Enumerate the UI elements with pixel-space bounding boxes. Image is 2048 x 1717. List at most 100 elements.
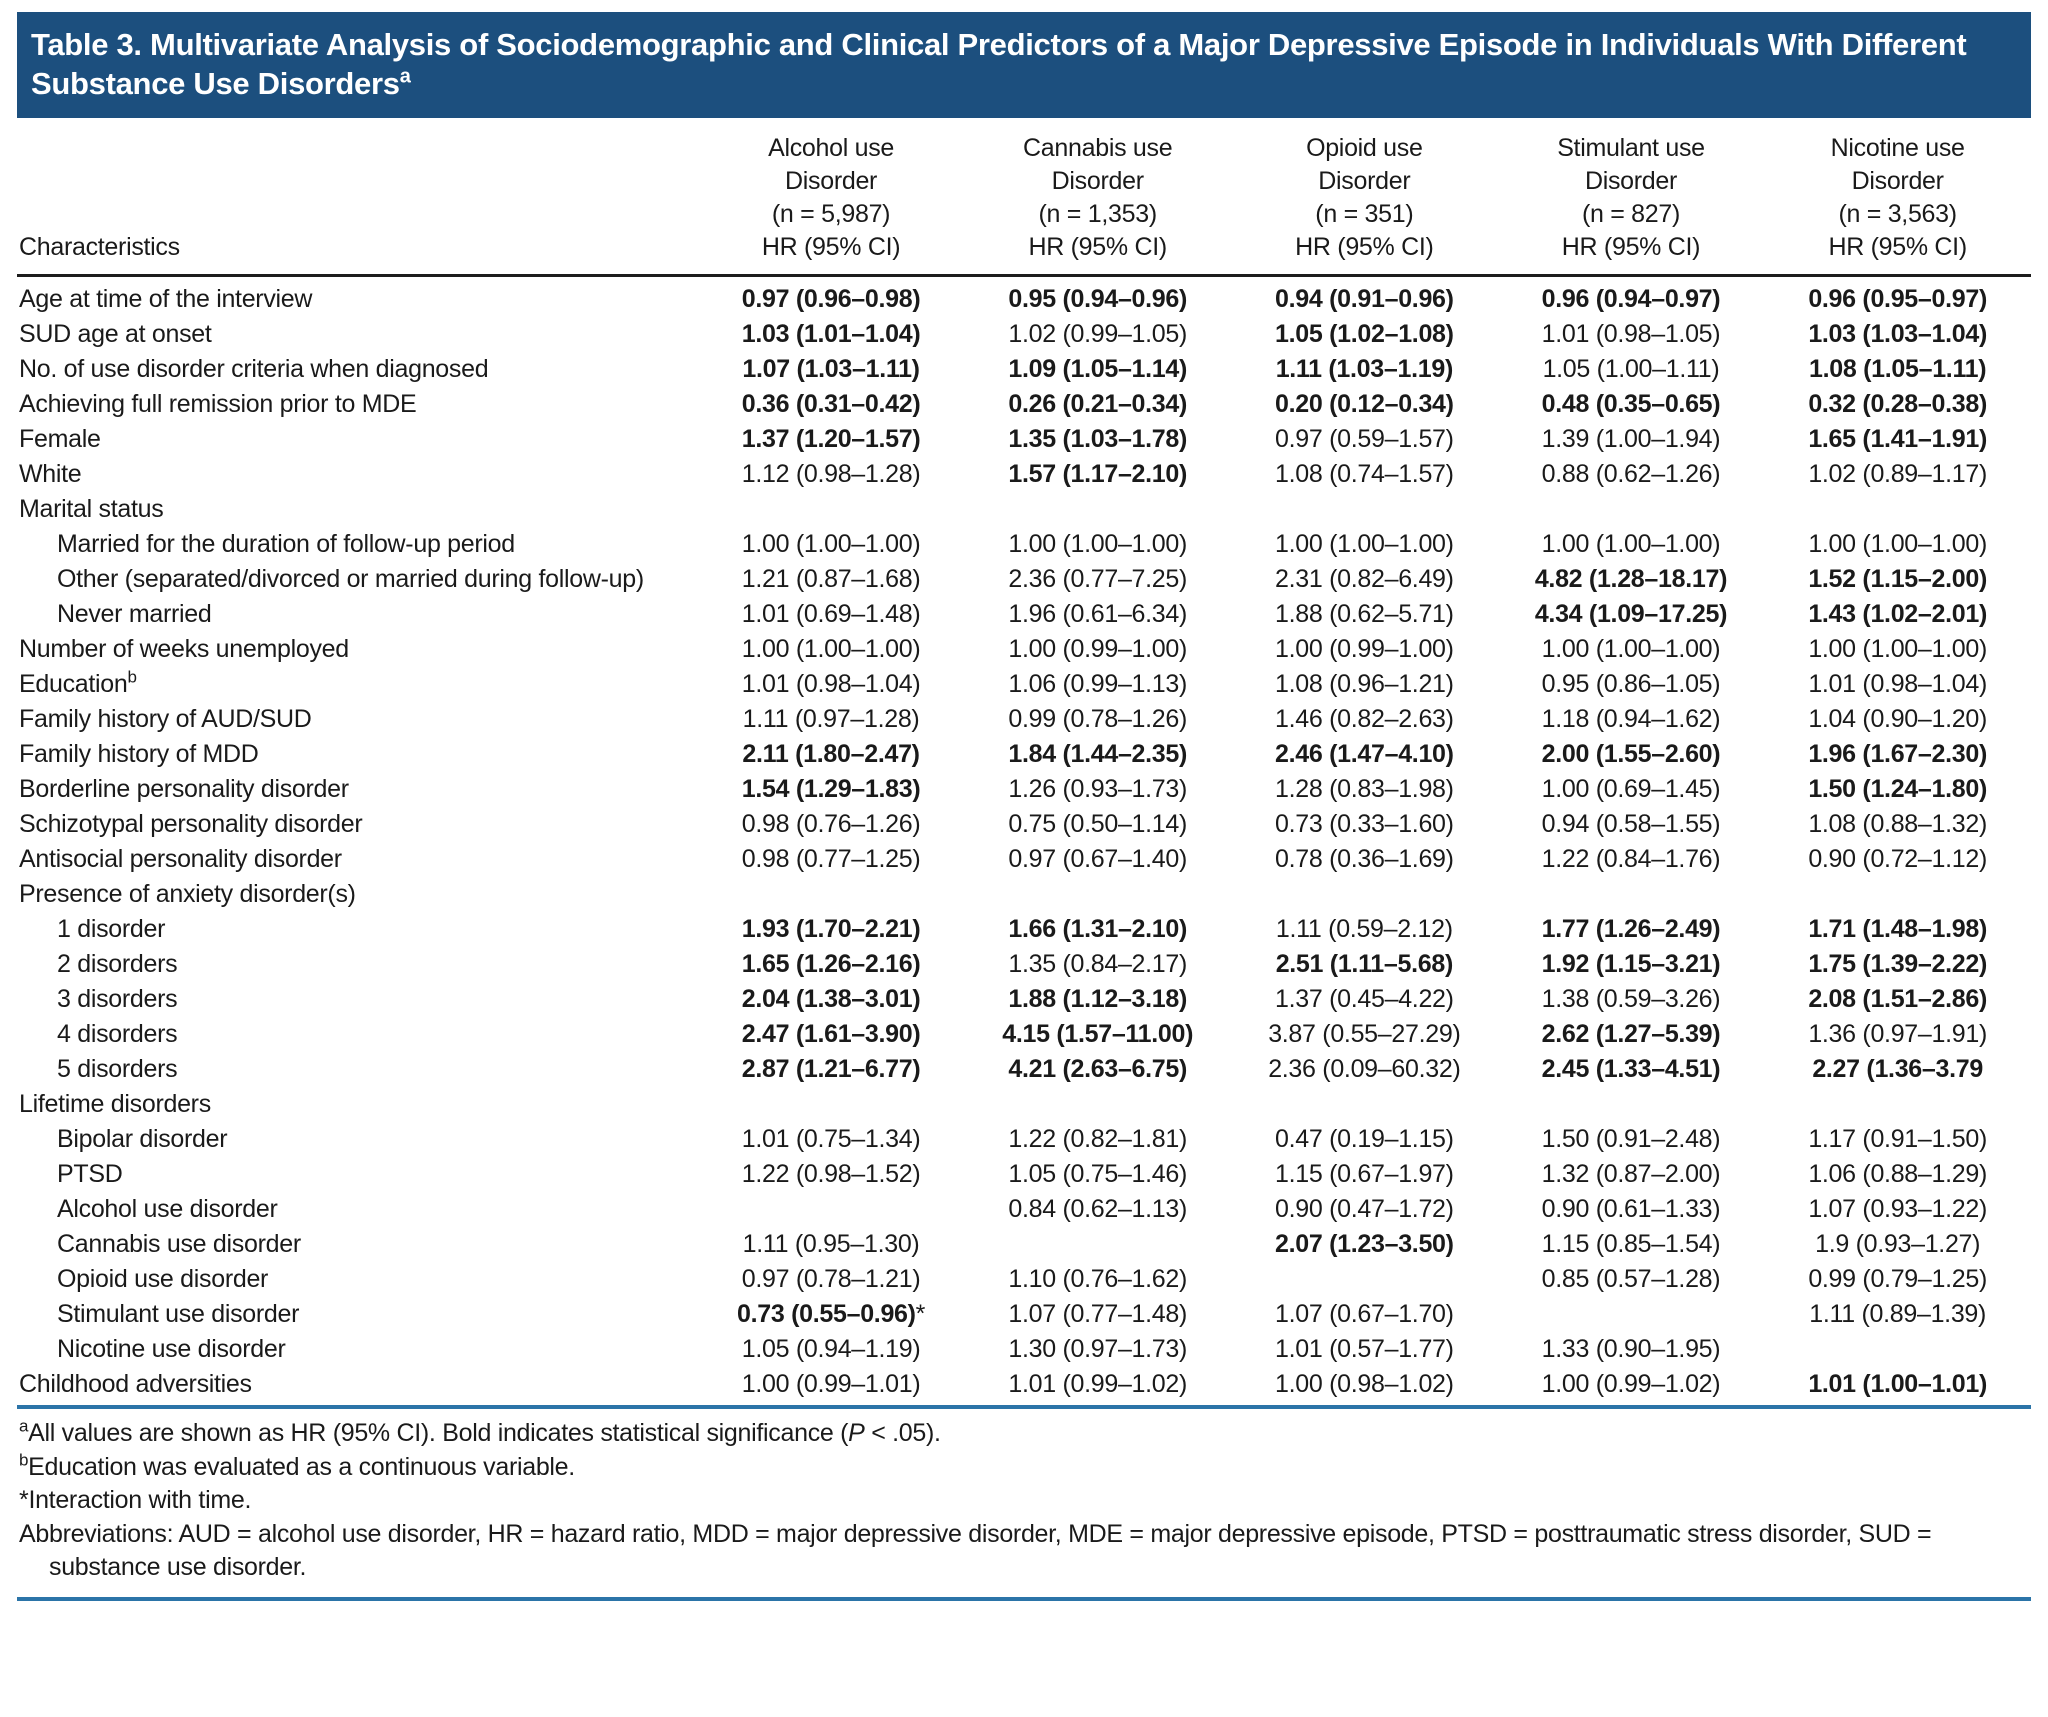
table-title-bar: Table 3. Multivariate Analysis of Sociod… bbox=[17, 12, 2031, 118]
row-label: Other (separated/divorced or married dur… bbox=[57, 565, 644, 593]
hr-ci-cell: 0.47 (0.19–1.15) bbox=[1275, 1125, 1454, 1153]
hr-ci-cell: 0.96 (0.94–0.97) bbox=[1541, 285, 1721, 313]
table-row: Never married 1.01 (0.69–1.48) 1.96 (0.61–… bbox=[17, 597, 2031, 632]
hr-ci-cell: 1.08 (0.96–1.21) bbox=[1275, 670, 1454, 698]
hr-ci-cell: 1.35 (1.03–1.78) bbox=[1008, 425, 1188, 453]
hr-ci-cell: 2.46 (1.47–4.10) bbox=[1275, 740, 1454, 768]
row-label: 5 disorders bbox=[57, 1055, 178, 1083]
hr-ci-cell: 1.54 (1.29–1.83) bbox=[741, 775, 921, 803]
row-label: 1 disorder bbox=[57, 915, 166, 943]
hr-ci-cell: 0.36 (0.31–0.42) bbox=[741, 390, 921, 418]
table-title-footnote-marker: a bbox=[399, 65, 411, 88]
hr-ci-cell: 1.01 (0.98–1.05) bbox=[1541, 320, 1721, 348]
row-label: No. of use disorder criteria when diagno… bbox=[19, 355, 489, 383]
hr-ci-cell: 1.22 (0.84–1.76) bbox=[1541, 845, 1721, 873]
hr-ci-cell: 0.99 (0.79–1.25) bbox=[1808, 1265, 1987, 1293]
row-label: PTSD bbox=[57, 1160, 123, 1188]
hr-ci-cell: 2.07 (1.23–3.50) bbox=[1275, 1230, 1454, 1258]
hr-ci-cell: 1.15 (0.85–1.54) bbox=[1541, 1230, 1721, 1258]
hr-ci-cell: 1.06 (0.99–1.13) bbox=[1008, 670, 1188, 698]
row-label: SUD age at onset bbox=[19, 320, 212, 348]
column-header: Opioid use Disorder (n = 351) HR (95% CI) bbox=[1295, 134, 1434, 261]
hr-ci-cell: 0.98 (0.76–1.26) bbox=[741, 810, 921, 838]
row-label: 4 disorders bbox=[57, 1020, 178, 1048]
table-row: White 1.12 (0.98–1.28) 1.57 (1.17–2.10) 1.0… bbox=[17, 457, 2031, 492]
hr-ci-cell: 1.37 (0.45–4.22) bbox=[1275, 985, 1454, 1013]
hr-ci-cell: 0.97 (0.59–1.57) bbox=[1275, 425, 1454, 453]
hr-ci-cell: 1.03 (1.03–1.04) bbox=[1808, 320, 1987, 348]
hr-ci-cell: 1.00 (0.99–1.02) bbox=[1541, 1370, 1721, 1398]
hr-ci-cell: 0.73 (0.33–1.60) bbox=[1275, 810, 1454, 838]
row-label: Marital status bbox=[19, 495, 164, 523]
hr-ci-cell: 1.01 (0.69–1.48) bbox=[741, 600, 921, 628]
column-header: Cannabis use Disorder (n = 1,353) HR (95% C… bbox=[1023, 134, 1173, 261]
hr-ci-cell: 1.33 (0.90–1.95) bbox=[1541, 1335, 1721, 1363]
hr-ci-cell: 2.51 (1.11–5.68) bbox=[1275, 950, 1454, 978]
hr-ci-cell: 1.35 (0.84–2.17) bbox=[1008, 950, 1188, 978]
hr-ci-cell: 1.93 (1.70–2.21) bbox=[741, 915, 921, 943]
row-label: Female bbox=[19, 425, 101, 453]
hr-ci-cell: 0.95 (0.94–0.96) bbox=[1008, 285, 1188, 313]
row-label: Opioid use disorder bbox=[57, 1265, 269, 1293]
hr-ci-cell: 1.71 (1.48–1.98) bbox=[1808, 915, 1987, 943]
hr-ci-cell: 1.88 (0.62–5.71) bbox=[1275, 600, 1454, 628]
hr-ci-cell: 1.57 (1.17–2.10) bbox=[1008, 460, 1188, 488]
table-row: SUD age at onset 1.03 (1.01–1.04) 1.02 (0.… bbox=[17, 317, 2031, 352]
hr-ci-cell: 1.05 (0.94–1.19) bbox=[741, 1335, 921, 1363]
hr-ci-cell: 1.77 (1.26–2.49) bbox=[1541, 915, 1721, 943]
table-row: Cannabis use disorder 1.11 (0.95–1.30) 2.0… bbox=[17, 1227, 2031, 1262]
hr-ci-cell bbox=[964, 492, 1231, 527]
hr-ci-cell: 1.05 (0.75–1.46) bbox=[1008, 1160, 1188, 1188]
hr-ci-cell: 1.10 (0.76–1.62) bbox=[1008, 1265, 1188, 1293]
hr-ci-cell: 0.48 (0.35–0.65) bbox=[1541, 390, 1721, 418]
hr-ci-cell: 0.85 (0.57–1.28) bbox=[1541, 1265, 1721, 1293]
hr-ci-cell: 0.99 (0.78–1.26) bbox=[1008, 705, 1188, 733]
row-label: Presence of anxiety disorder(s) bbox=[19, 880, 356, 908]
column-header: Alcohol use Disorder (n = 5,987) HR (95% CI… bbox=[761, 134, 901, 261]
hr-ci-cell: 2.27 (1.36–3.79 bbox=[1812, 1055, 1983, 1083]
row-label: Never married bbox=[57, 600, 212, 628]
table-row: Alcohol use disorder 0.84 (0.62–1.13) 0.90… bbox=[17, 1192, 2031, 1227]
row-label: White bbox=[19, 460, 82, 488]
table-row: Stimulant use disorder 0.73 (0.55–0.96)* 1… bbox=[17, 1297, 2031, 1332]
table-row: Female 1.37 (1.20–1.57) 1.35 (1.03–1.78) 0.… bbox=[17, 422, 2031, 457]
hr-ci-cell: 1.07 (0.77–1.48) bbox=[1008, 1300, 1188, 1328]
hr-ci-cell bbox=[1231, 877, 1498, 912]
hr-ci-cell: 1.00 (1.00–1.00) bbox=[1541, 530, 1721, 558]
hr-ci-cell: 2.11 (1.80–2.47) bbox=[742, 740, 920, 768]
hr-ci-cell bbox=[1498, 877, 1765, 912]
hr-ci-cell: 0.90 (0.47–1.72) bbox=[1275, 1195, 1454, 1223]
hr-ci-cell: 1.43 (1.02–2.01) bbox=[1808, 600, 1987, 628]
hr-ci-cell: 1.50 (0.91–2.48) bbox=[1541, 1125, 1721, 1153]
hr-ci-cell: 0.97 (0.78–1.21) bbox=[741, 1265, 921, 1293]
hr-ci-cell: 2.45 (1.33–4.51) bbox=[1541, 1055, 1721, 1083]
row-label: Alcohol use disorder bbox=[57, 1195, 278, 1223]
row-label-footnote-marker: b bbox=[127, 667, 137, 687]
hr-ci-cell: 0.94 (0.91–0.96) bbox=[1275, 285, 1454, 313]
hr-ci-cell: 0.97 (0.67–1.40) bbox=[1008, 845, 1188, 873]
hr-ci-cell: 1.01 (1.00–1.01) bbox=[1808, 1370, 1987, 1398]
hr-ci-cell: 2.36 (0.77–7.25) bbox=[1008, 565, 1188, 593]
table-title: Table 3. Multivariate Analysis of Sociod… bbox=[31, 27, 1967, 101]
table-row: Family history of MDD 2.11 (1.80–2.47) 1.8… bbox=[17, 737, 2031, 772]
hr-ci-cell: 0.95 (0.86–1.05) bbox=[1541, 670, 1721, 698]
table-row: 5 disorders 2.87 (1.21–6.77) 4.21 (2.63–6.… bbox=[17, 1052, 2031, 1087]
hr-ci-cell: 1.65 (1.41–1.91) bbox=[1808, 425, 1987, 453]
hr-ci-cell: 0.73 (0.55–0.96)* bbox=[737, 1300, 926, 1328]
table-row: Family history of AUD/SUD 1.11 (0.97–1.28… bbox=[17, 702, 2031, 737]
hr-ci-cell: 3.87 (0.55–27.29) bbox=[1268, 1020, 1461, 1048]
hr-ci-cell bbox=[1764, 1087, 2031, 1122]
hr-ci-cell bbox=[964, 877, 1231, 912]
hr-ci-cell: 1.88 (1.12–3.18) bbox=[1008, 985, 1188, 1013]
hr-ci-cell bbox=[964, 1087, 1231, 1122]
hr-ci-cell: 1.02 (0.99–1.05) bbox=[1008, 320, 1188, 348]
hr-ci-cell: 1.15 (0.67–1.97) bbox=[1275, 1160, 1454, 1188]
hr-ci-cell: 1.26 (0.93–1.73) bbox=[1008, 775, 1188, 803]
section-row: Presence of anxiety disorder(s) bbox=[17, 877, 2031, 912]
hr-ci-cell: 0.90 (0.72–1.12) bbox=[1808, 845, 1987, 873]
hr-ci-cell: 1.01 (0.98–1.04) bbox=[1808, 670, 1987, 698]
hr-ci-cell bbox=[964, 1227, 1231, 1262]
hr-ci-cell bbox=[1498, 1087, 1765, 1122]
hr-ci-cell bbox=[698, 492, 965, 527]
hr-ci-cell: 1.01 (0.57–1.77) bbox=[1275, 1335, 1454, 1363]
